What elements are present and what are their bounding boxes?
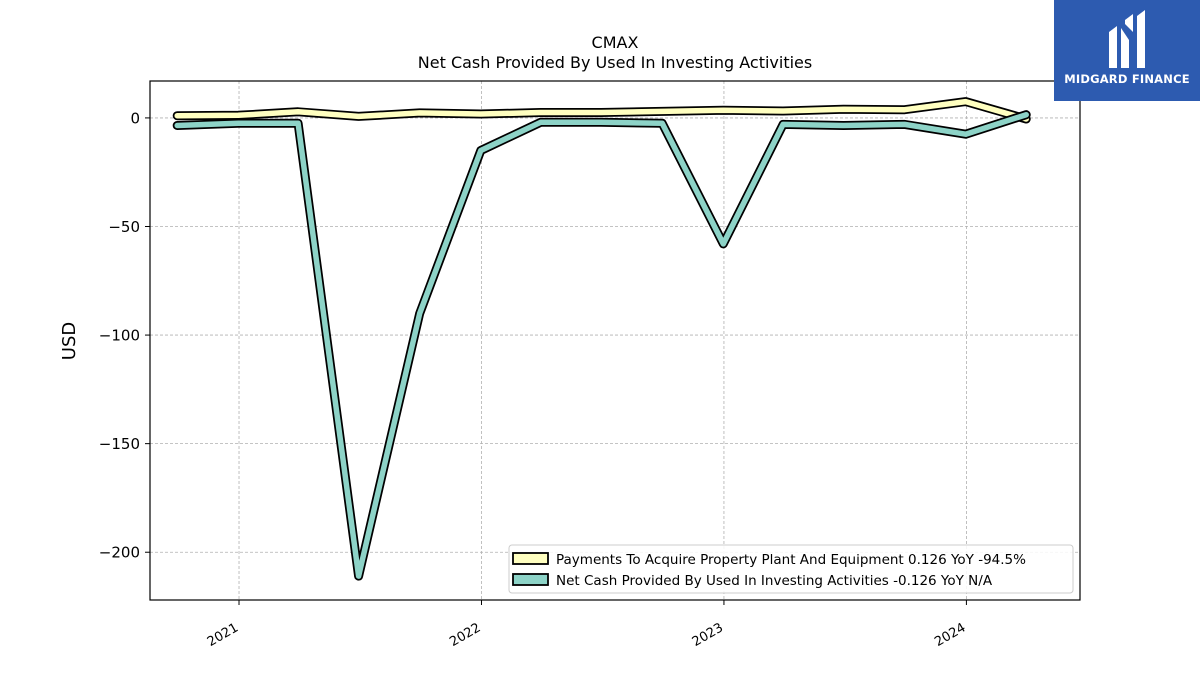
x-axis: 2021 2022 2023 2024 [205, 600, 968, 650]
legend: Payments To Acquire Property Plant And E… [508, 544, 1074, 594]
y-axis-label: USD [59, 322, 80, 360]
x-tick-label: 2023 [690, 620, 726, 650]
midgard-logo-icon [1109, 10, 1145, 68]
brand-logo: MIDGARD FINANCE [1054, 0, 1200, 101]
brand-name: MIDGARD FINANCE [1064, 72, 1190, 86]
y-tick-label: −150 [99, 435, 140, 453]
x-tick-label: 2022 [447, 620, 483, 650]
y-tick-label: −100 [99, 327, 140, 345]
x-tick-label: 2021 [205, 620, 241, 650]
legend-swatch-investing [512, 573, 549, 586]
y-tick-label: 0 [130, 109, 140, 127]
plot-area [172, 97, 1031, 581]
y-tick-label: −200 [99, 544, 140, 562]
chart-subtitle: Net Cash Provided By Used In Investing A… [418, 53, 812, 72]
x-tick-label: 2024 [932, 620, 968, 650]
series-1-line [174, 111, 1029, 579]
chart-title: CMAX [592, 33, 639, 52]
legend-label-ppe: Payments To Acquire Property Plant And E… [556, 552, 1026, 568]
legend-box [508, 544, 1074, 594]
legend-label-investing: Net Cash Provided By Used In Investing A… [556, 573, 993, 589]
y-axis: 0 −50 −100 −150 −200 [99, 109, 150, 562]
legend-swatch-ppe [512, 552, 549, 565]
series-0-line [174, 98, 1029, 122]
grid [150, 81, 1080, 600]
y-tick-label: −50 [108, 218, 140, 236]
plot-frame [149, 80, 1081, 601]
